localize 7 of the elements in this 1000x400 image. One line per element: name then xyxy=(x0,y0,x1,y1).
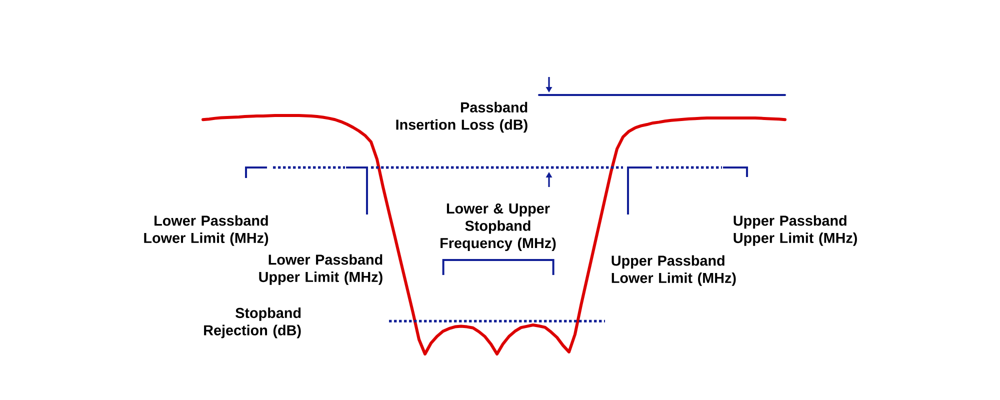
annotation: Lower Passband Lower Limit (MHz) xyxy=(144,215,268,246)
annotation: Upper Passband Lower Limit (MHz) xyxy=(612,255,736,286)
annotation: Upper Passband Upper Limit (MHz) xyxy=(734,215,857,246)
annotation: Lower Passband Upper Limit (MHz) xyxy=(259,254,382,285)
annotation: Lower & Upper Stopband Frequency (MHz) xyxy=(440,204,556,252)
annotation: Passband Insertion Loss (dB) xyxy=(396,102,528,133)
annotation: Stopband Rejection (dB) xyxy=(204,308,301,338)
